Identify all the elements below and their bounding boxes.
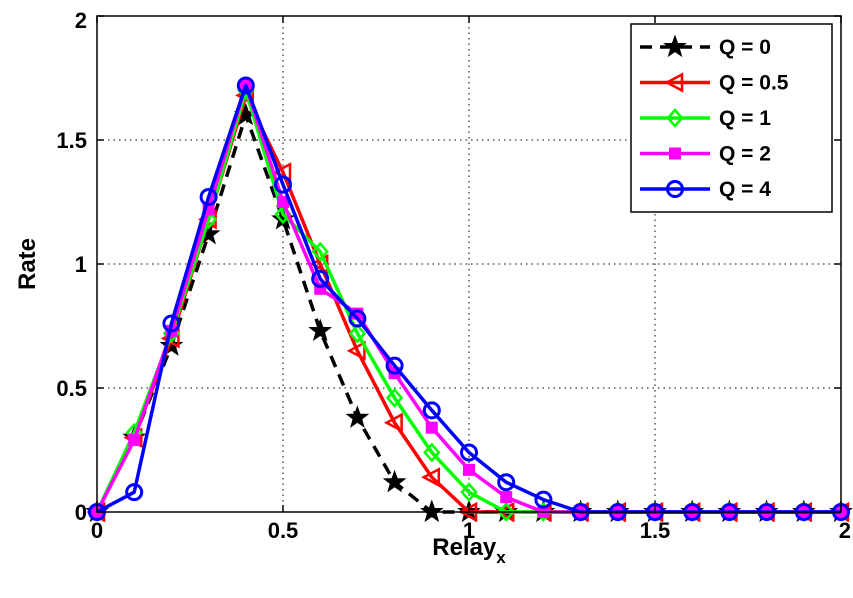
- data-point-q-2: [500, 491, 513, 504]
- data-point-q-2: [128, 434, 141, 447]
- legend-entry-q-0: Q = 0: [640, 34, 771, 59]
- legend-label: Q = 4: [719, 178, 771, 201]
- y-tick-label: 0.5: [56, 376, 87, 401]
- data-point-q-2: [669, 147, 681, 160]
- legend-label: Q = 0.5: [719, 72, 789, 95]
- legend-label: Q = 1: [719, 107, 771, 130]
- data-point-q-4: [348, 309, 367, 328]
- data-point-q-4: [534, 490, 553, 509]
- y-tick-label: 2: [75, 8, 87, 33]
- legend-label: Q = 2: [719, 143, 771, 166]
- data-point-q-0: [345, 405, 370, 428]
- x-axis-label-main: Relay: [432, 534, 497, 561]
- data-point-q-4: [236, 76, 255, 95]
- data-point-q-4: [460, 443, 478, 462]
- data-point-q-0: [663, 34, 687, 58]
- data-point-q-0: [419, 499, 444, 523]
- data-point-q-1: [385, 388, 404, 408]
- legend-entry-q-0-5: Q = 0.5: [640, 72, 789, 95]
- data-point-q-2: [425, 421, 438, 434]
- data-point-q-0-5: [346, 340, 366, 361]
- legend-entry-q-1: Q = 1: [640, 107, 771, 130]
- data-point-q-4: [385, 356, 404, 375]
- data-point-q-4: [125, 483, 144, 502]
- data-point-q-4: [497, 473, 516, 492]
- data-point-q-4: [311, 269, 330, 288]
- data-point-q-1: [497, 502, 515, 522]
- x-axis-label-subscript: x: [496, 548, 506, 567]
- axis-ticks: 0 0.5 1 1.5 2 0 0.5 1 1.5 2: [56, 8, 851, 543]
- legend-entry-q-4: Q = 4: [640, 178, 771, 201]
- y-tick-label: 0: [75, 500, 87, 525]
- y-tick-label: 1: [75, 252, 87, 277]
- data-point-q-1: [666, 108, 684, 128]
- legend: Q = 0 Q = 0.5 Q = 1 Q = 2 Q = 4: [630, 23, 833, 213]
- data-point-q-0-5: [421, 467, 441, 488]
- x-tick-label: 0.5: [268, 518, 299, 543]
- x-tick-label: 0: [91, 518, 103, 543]
- legend-entry-q-2: Q = 2: [640, 143, 771, 166]
- data-point-q-2: [463, 463, 475, 476]
- data-point-q-0-5: [383, 412, 403, 433]
- data-point-q-1: [460, 482, 478, 503]
- x-tick-label: 2: [839, 518, 851, 543]
- y-axis-label: Rate: [14, 238, 41, 290]
- legend-label: Q = 0: [719, 36, 771, 59]
- data-point-q-0: [308, 318, 333, 342]
- x-tick-label: 1: [463, 518, 475, 543]
- data-point-q-0: [382, 469, 407, 493]
- x-axis-label: Relayx: [432, 534, 506, 567]
- data-point-q-4: [274, 175, 292, 194]
- data-point-q-4: [422, 401, 441, 420]
- x-tick-label: 1.5: [640, 518, 671, 543]
- data-point-q-4: [199, 188, 218, 207]
- data-point-q-2: [314, 282, 327, 295]
- data-point-q-1: [311, 241, 329, 262]
- data-point-q-1: [348, 323, 367, 344]
- data-point-q-0-5: [664, 72, 684, 93]
- y-tick-label: 1.5: [56, 128, 87, 153]
- data-point-q-4: [162, 314, 181, 333]
- data-point-q-1: [423, 442, 441, 463]
- data-point-q-4: [666, 180, 684, 198]
